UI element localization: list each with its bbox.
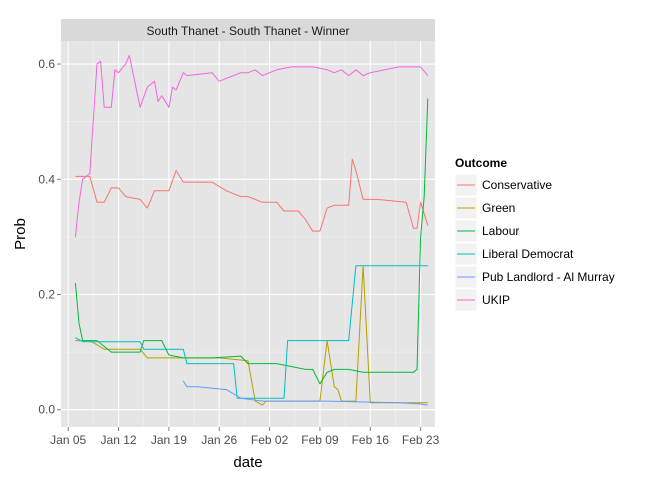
x-tick-label: Feb 09	[301, 433, 339, 447]
series-line-pub-landlord-al-murray	[182, 380, 428, 406]
y-tick-label: 0.4	[38, 172, 55, 186]
y-axis-title: Prob	[12, 218, 29, 250]
chart-title: South Thanet - South Thanet - Winner	[146, 24, 349, 38]
x-tick-label: Feb 16	[352, 433, 390, 447]
x-axis-title: date	[233, 454, 262, 471]
series-line-ukip	[74, 54, 429, 237]
x-tick-label: Jan 05	[50, 433, 86, 447]
y-axis: 0.0 0.2 0.4 0.6	[38, 57, 61, 417]
x-tick-label: Feb 23	[402, 433, 440, 447]
y-tick-label: 0.6	[38, 57, 55, 71]
plot-panel	[61, 41, 435, 427]
x-tick-label: Jan 26	[201, 433, 237, 447]
legend-title: Outcome	[455, 156, 507, 170]
legend-label-pub-landlord-al-murray: Pub Landlord - Al Murray	[482, 270, 615, 284]
y-tick-label: 0.0	[38, 403, 55, 417]
x-axis: Jan 05 Jan 12 Jan 19 Jan 26 Feb 02 Feb 09 Feb …	[50, 427, 440, 447]
legend-label-green: Green	[482, 201, 515, 215]
legend: Outcome Conservative Green Labour Liberal D…	[454, 156, 615, 312]
y-tick-label: 0.2	[38, 287, 55, 301]
series-line-labour	[74, 98, 429, 385]
series-line-conservative	[75, 158, 429, 232]
legend-label-liberal-democrat: Liberal Democrat	[482, 247, 574, 261]
legend-label-ukip: UKIP	[482, 293, 510, 307]
minor-gridlines	[61, 41, 435, 427]
facet-strip	[61, 19, 435, 41]
series-lines	[74, 54, 429, 406]
major-gridlines	[61, 41, 435, 427]
series-line-liberal-democrat	[75, 265, 428, 399]
x-tick-label: Jan 12	[101, 433, 137, 447]
x-tick-label: Jan 19	[151, 433, 187, 447]
legend-label-labour: Labour	[482, 224, 519, 238]
x-tick-label: Feb 02	[251, 433, 289, 447]
legend-label-conservative: Conservative	[482, 178, 552, 192]
